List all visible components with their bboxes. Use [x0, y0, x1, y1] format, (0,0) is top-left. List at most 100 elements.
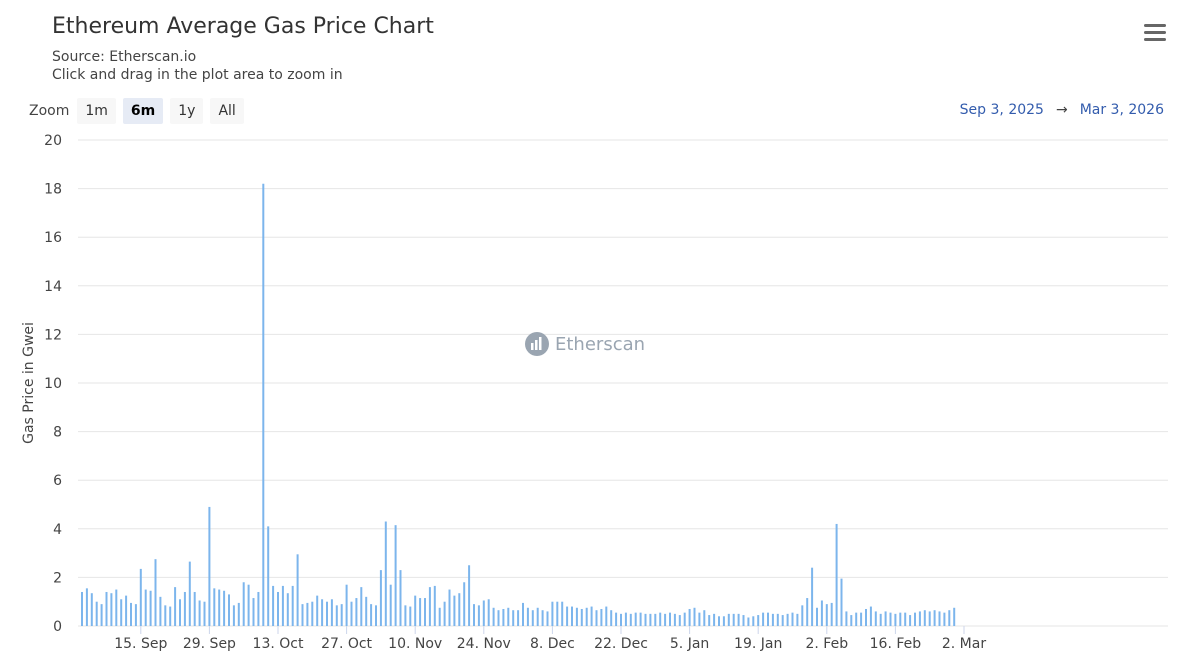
bar[interactable]	[757, 615, 760, 626]
bar[interactable]	[272, 585, 275, 626]
bar[interactable]	[365, 596, 368, 626]
bar[interactable]	[816, 607, 818, 626]
bar[interactable]	[575, 607, 578, 626]
bar[interactable]	[193, 591, 196, 626]
bar[interactable]	[914, 612, 916, 626]
bar[interactable]	[531, 610, 534, 626]
bar[interactable]	[502, 608, 505, 626]
bar[interactable]	[286, 593, 289, 626]
bar[interactable]	[600, 608, 603, 626]
bar[interactable]	[776, 613, 779, 626]
bar[interactable]	[889, 612, 892, 626]
bar[interactable]	[262, 183, 265, 627]
bar[interactable]	[134, 604, 137, 626]
bar[interactable]	[115, 589, 118, 626]
bar[interactable]	[213, 588, 216, 626]
bar[interactable]	[174, 587, 177, 626]
bar[interactable]	[90, 593, 93, 626]
bar[interactable]	[203, 601, 206, 626]
bar[interactable]	[546, 611, 549, 626]
bar[interactable]	[678, 615, 681, 626]
bar[interactable]	[335, 605, 338, 626]
bar[interactable]	[904, 612, 907, 626]
bar[interactable]	[105, 591, 108, 626]
bar[interactable]	[786, 613, 789, 626]
bar[interactable]	[321, 599, 324, 626]
bar[interactable]	[296, 554, 299, 626]
bar[interactable]	[933, 610, 936, 626]
range-from-input[interactable]: Sep 3, 2025	[959, 102, 1044, 118]
bar[interactable]	[247, 584, 250, 626]
bar[interactable]	[703, 610, 706, 626]
bar[interactable]	[713, 613, 716, 626]
bar[interactable]	[708, 615, 711, 626]
bar[interactable]	[100, 604, 103, 626]
bar[interactable]	[188, 561, 191, 626]
bar[interactable]	[228, 594, 230, 626]
bar[interactable]	[605, 606, 608, 626]
bar[interactable]	[492, 607, 495, 626]
bar[interactable]	[85, 588, 88, 626]
bar[interactable]	[860, 612, 863, 626]
bar[interactable]	[541, 610, 544, 626]
bar[interactable]	[487, 599, 490, 626]
bar[interactable]	[938, 611, 941, 626]
bar[interactable]	[326, 601, 328, 626]
bar[interactable]	[634, 612, 637, 626]
bar[interactable]	[424, 598, 426, 626]
bar[interactable]	[468, 565, 471, 626]
bar[interactable]	[237, 602, 240, 626]
bar[interactable]	[208, 506, 211, 626]
bar[interactable]	[267, 526, 270, 626]
bar[interactable]	[257, 591, 260, 626]
bar[interactable]	[384, 521, 387, 626]
bar[interactable]	[909, 615, 912, 626]
bar[interactable]	[561, 601, 564, 626]
bar[interactable]	[811, 567, 814, 626]
bar[interactable]	[164, 605, 167, 626]
bar[interactable]	[835, 523, 838, 626]
bar[interactable]	[806, 598, 809, 626]
bar[interactable]	[149, 590, 152, 626]
bar[interactable]	[825, 604, 828, 626]
bar[interactable]	[340, 604, 343, 626]
bar[interactable]	[183, 591, 186, 626]
bar[interactable]	[512, 610, 515, 626]
bar[interactable]	[840, 578, 843, 626]
bar[interactable]	[590, 606, 593, 626]
bar[interactable]	[179, 599, 181, 626]
zoom-6m-button[interactable]: 6m	[122, 98, 164, 124]
bar[interactable]	[399, 570, 402, 626]
bar[interactable]	[737, 613, 740, 626]
bar[interactable]	[820, 600, 823, 626]
bar[interactable]	[419, 598, 422, 626]
bar[interactable]	[943, 612, 946, 626]
bar[interactable]	[375, 605, 377, 626]
bar[interactable]	[718, 616, 720, 626]
bar[interactable]	[355, 598, 358, 626]
bar[interactable]	[526, 607, 529, 626]
bar[interactable]	[791, 612, 794, 626]
bar[interactable]	[125, 595, 128, 626]
bar[interactable]	[762, 612, 765, 626]
bar[interactable]	[394, 525, 397, 626]
bar[interactable]	[536, 607, 539, 626]
bar[interactable]	[771, 613, 774, 626]
bar[interactable]	[448, 589, 451, 626]
bar[interactable]	[610, 610, 613, 626]
bar[interactable]	[845, 611, 848, 626]
bar[interactable]	[698, 612, 701, 626]
zoom-1m-button[interactable]: 1m	[77, 98, 116, 124]
bar[interactable]	[722, 616, 725, 626]
bar[interactable]	[742, 615, 745, 626]
bar[interactable]	[473, 604, 475, 626]
zoom-1y-button[interactable]: 1y	[170, 98, 204, 124]
bar[interactable]	[428, 587, 431, 626]
bar[interactable]	[517, 610, 520, 626]
bar[interactable]	[747, 617, 750, 626]
bar[interactable]	[409, 606, 412, 626]
bar[interactable]	[95, 601, 98, 626]
bar[interactable]	[580, 608, 583, 626]
bar[interactable]	[433, 585, 436, 626]
